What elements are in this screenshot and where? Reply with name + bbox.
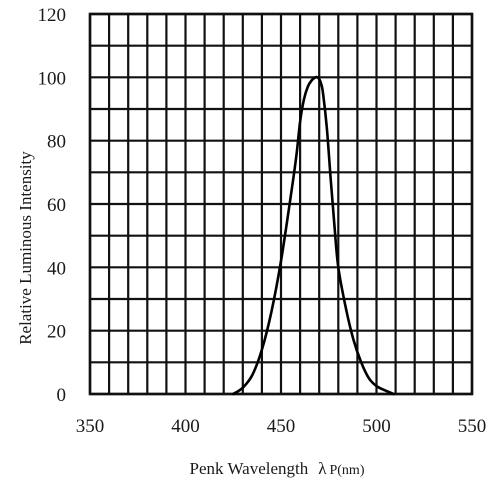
x-tick-label: 500 — [362, 416, 391, 437]
x-axis-label: Penk Wavelength λ P(nm) — [190, 459, 365, 478]
x-tick-label: 350 — [76, 416, 105, 437]
y-tick-label: 40 — [47, 258, 66, 279]
x-axis-label-unit: P(nm) — [329, 463, 364, 478]
y-tick-label: 0 — [57, 385, 67, 406]
x-tick-label: 550 — [458, 416, 487, 437]
plot-frame — [88, 12, 474, 396]
grid — [88, 12, 474, 396]
y-tick-label: 80 — [47, 132, 66, 153]
y-axis-label: Relative Luminous Intensity — [16, 151, 35, 345]
x-axis-label-main: Penk Wavelength — [190, 459, 309, 478]
x-axis-label-symbol: λ — [318, 459, 327, 478]
y-tick-label: 20 — [47, 322, 66, 343]
series-line-0 — [231, 75, 395, 396]
y-tick-label: 100 — [38, 68, 67, 89]
x-tick-label: 400 — [171, 416, 200, 437]
x-tick-label: 450 — [267, 416, 296, 437]
y-tick-label: 120 — [38, 5, 67, 26]
y-tick-label: 60 — [47, 195, 66, 216]
